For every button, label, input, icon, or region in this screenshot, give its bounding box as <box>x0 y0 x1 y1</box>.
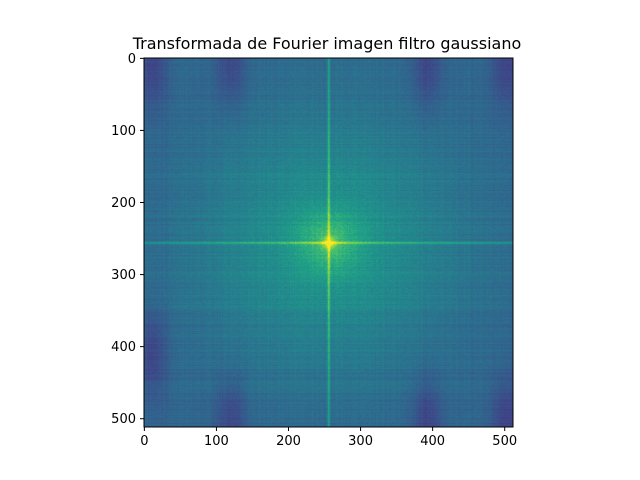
x-tick-label: 100 <box>204 434 229 449</box>
x-tick-label: 500 <box>492 434 517 449</box>
x-axis: 0 100 200 300 400 500 <box>140 427 517 449</box>
y-tick-label: 200 <box>111 196 136 211</box>
axes-frame <box>143 57 514 428</box>
x-tick-label: 200 <box>276 434 301 449</box>
y-tick-label: 300 <box>111 268 136 283</box>
y-axis: 0 100 200 300 400 500 <box>111 52 144 427</box>
plot-area <box>143 57 514 428</box>
y-tick-label: 0 <box>128 52 136 67</box>
y-tick-label: 100 <box>111 124 136 139</box>
y-tick-label: 400 <box>111 340 136 355</box>
y-tick-label: 500 <box>111 412 136 427</box>
x-tick-label: 0 <box>140 434 148 449</box>
chart-title: Transformada de Fourier imagen filtro ga… <box>132 34 522 53</box>
fourier-spectrum-heatmap <box>144 58 513 427</box>
x-tick-label: 300 <box>348 434 373 449</box>
x-tick-label: 400 <box>420 434 445 449</box>
